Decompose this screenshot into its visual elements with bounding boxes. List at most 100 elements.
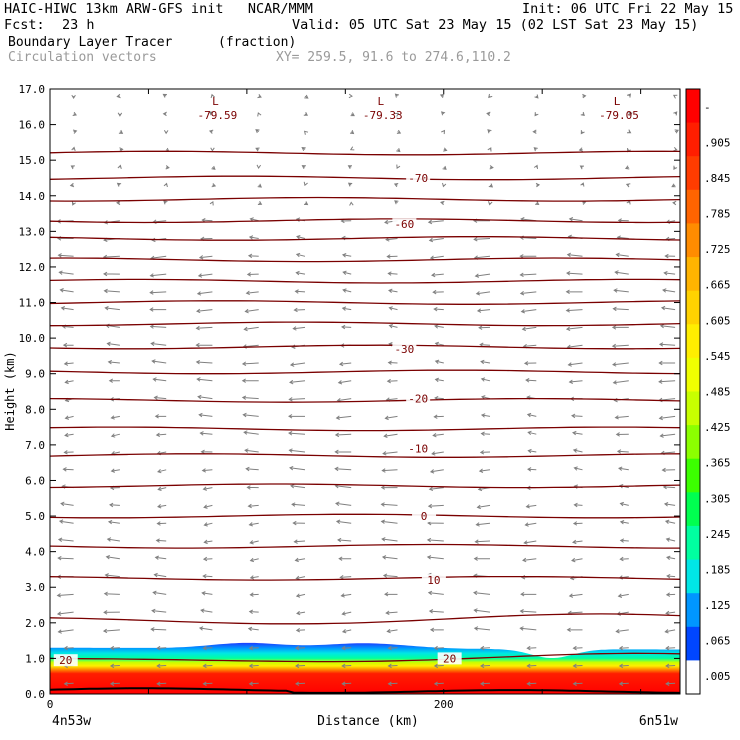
x-left-endpoint: 4n53w (52, 714, 91, 729)
circulation-vector (478, 325, 491, 330)
circulation-vector (151, 359, 167, 364)
circulation-vector (198, 626, 213, 631)
circulation-vector (571, 557, 583, 563)
circulation-vector (347, 165, 352, 170)
circulation-vector (63, 450, 74, 455)
circulation-vector (245, 466, 259, 472)
circulation-vector (664, 253, 676, 259)
circulation-vector (394, 200, 399, 205)
circulation-vector (202, 573, 213, 579)
circulation-vector (433, 306, 444, 312)
circulation-vector (382, 451, 398, 456)
colorbar-label: .245 (704, 528, 731, 541)
circulation-vector (198, 255, 213, 260)
circulation-vector (580, 111, 585, 117)
forecast-label: Fcst: (4, 17, 45, 33)
circulation-vector (612, 380, 629, 385)
x-axis: 0 200 (47, 89, 642, 711)
colorbar-swatch (686, 156, 700, 191)
circulation-vector (572, 539, 583, 545)
circulation-vector (386, 378, 398, 384)
circulation-vector (295, 663, 306, 669)
circulation-vector (58, 270, 74, 275)
circulation-vector (434, 377, 444, 383)
colorbar-swatch (686, 189, 700, 224)
circulation-vector (71, 201, 76, 206)
circulation-vector (195, 325, 213, 331)
circulation-vector (519, 609, 537, 614)
circulation-vector (70, 165, 75, 170)
circulation-vector (349, 201, 354, 206)
circulation-vector (58, 519, 74, 524)
circulation-vector (566, 252, 583, 258)
circulation-vector (102, 628, 120, 634)
circulation-vector (527, 448, 537, 454)
circulation-vector (384, 591, 398, 597)
circulation-vector (151, 608, 167, 614)
circulation-vector (661, 467, 676, 473)
contour-label: -70 (408, 172, 428, 185)
circulation-vector (103, 271, 120, 277)
colorbar-label: .425 (704, 421, 731, 434)
circulation-vector (110, 468, 120, 473)
temperature-contour (50, 483, 680, 489)
circulation-vector (154, 555, 167, 560)
circulation-vector (383, 433, 398, 438)
circulation-vector (479, 342, 491, 348)
circulation-vector (433, 681, 444, 686)
y-tick-label: 9.0 (25, 368, 45, 381)
circulation-vector (57, 555, 74, 561)
circulation-vector (572, 663, 583, 669)
circulation-vector (532, 129, 537, 134)
colorbar-swatch (686, 626, 700, 661)
low-markers: L-79.59L-79.33L-79.05 (198, 95, 639, 122)
x-right-endpoint: 6n51w (639, 714, 678, 729)
temperature-contour (50, 543, 680, 549)
circulation-vector (624, 165, 630, 170)
x-tick-label: 200 (434, 698, 454, 711)
circulation-vector (249, 592, 259, 597)
circulation-vector (663, 502, 676, 507)
circulation-vector (674, 129, 679, 134)
circulation-vector (152, 590, 167, 595)
circulation-vector (427, 590, 444, 596)
circulation-vector (241, 395, 259, 400)
circulation-vector (660, 305, 676, 311)
colorbar-swatch (686, 492, 700, 527)
circulation-vector (671, 183, 676, 188)
circulation-vector (384, 415, 398, 421)
circulation-vector (616, 449, 629, 454)
contour-label-bg (437, 652, 462, 665)
circulation-vector (526, 645, 537, 651)
circulation-vector (341, 306, 352, 311)
chart-title: HAIC-HIWC 13km ARW-GFS init NCAR/MMM (4, 1, 313, 17)
circulation-vector (198, 412, 213, 418)
circulation-vector (339, 574, 352, 580)
circulation-vector (350, 112, 355, 117)
colorbar-label: .185 (704, 563, 731, 576)
y-tick-label: 12.0 (19, 261, 46, 274)
circulation-vector (526, 412, 537, 418)
circulation-vector (526, 663, 537, 669)
circulation-vector (201, 591, 213, 596)
circulation-vector (618, 466, 629, 471)
circulation-vector (387, 681, 398, 686)
circulation-vector (110, 433, 121, 438)
colorbar-swatch (686, 122, 700, 157)
colorbar-swatch (686, 525, 700, 560)
circulation-vector (247, 253, 259, 259)
circulation-vector (628, 111, 633, 116)
circulation-vector (116, 200, 121, 206)
circulation-vector (396, 164, 401, 169)
circulation-vector (241, 361, 259, 366)
circulation-vector (428, 486, 444, 492)
circulation-vector (429, 255, 444, 260)
y-tick-label: 11.0 (19, 297, 46, 310)
circulation-vector (664, 629, 676, 634)
circulation-vector (107, 359, 120, 365)
circulation-vector (428, 609, 444, 614)
circulation-vector (155, 538, 167, 543)
circulation-vector (659, 433, 676, 438)
low-marker-value: -79.59 (198, 109, 238, 122)
circulation-vector (565, 289, 583, 295)
